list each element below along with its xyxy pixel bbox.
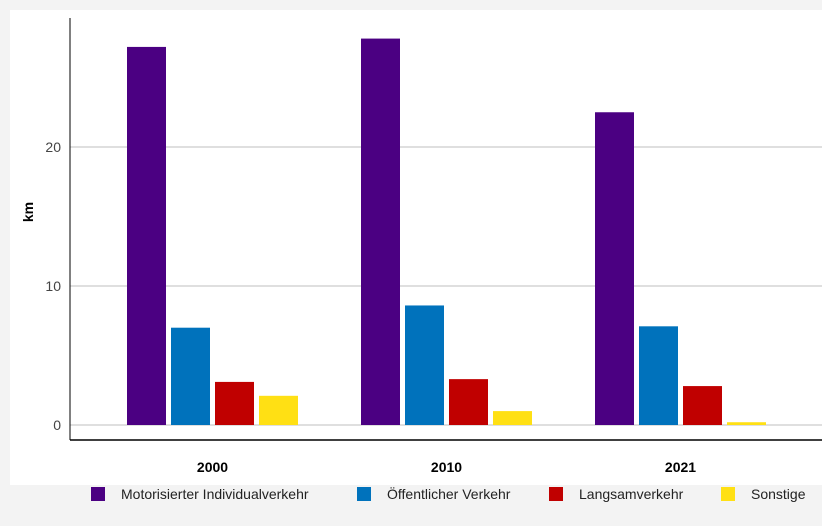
legend-swatch-4 <box>721 487 735 501</box>
legend-label-1: Motorisierter Individualverkehr <box>121 486 309 502</box>
bar-2021-4 <box>727 422 766 425</box>
legend-swatch-2 <box>357 487 371 501</box>
bar-2021-2 <box>639 326 678 425</box>
bar-2000-1 <box>127 46 166 426</box>
bar-2000-3 <box>215 381 254 425</box>
y-tick-label-20: 20 <box>45 139 61 155</box>
legend: Motorisierter Individualverkehr Öffentlic… <box>91 485 806 502</box>
x-tick-label-2021: 2021 <box>665 459 696 475</box>
legend-label-2: Öffentlicher Verkehr <box>387 485 511 502</box>
y-axis-ticks: 0 10 20 <box>45 139 61 433</box>
bar-2000-4 <box>259 395 298 425</box>
x-axis-labels: 2000 2010 2021 <box>197 459 696 475</box>
bars <box>127 38 766 426</box>
y-tick-label-10: 10 <box>45 278 61 294</box>
bar-2010-3 <box>449 379 488 425</box>
bar-2000-2 <box>171 327 210 425</box>
legend-swatch-1 <box>91 487 105 501</box>
x-tick-label-2010: 2010 <box>431 459 462 475</box>
legend-label-4: Sonstige <box>751 486 806 502</box>
bar-2010-2 <box>405 305 444 425</box>
legend-swatch-3 <box>549 487 563 501</box>
bar-2021-1 <box>595 112 634 425</box>
bar-2021-3 <box>683 386 722 425</box>
y-axis-title: km <box>20 202 36 222</box>
y-tick-label-0: 0 <box>53 417 61 433</box>
legend-label-3: Langsamverkehr <box>579 486 684 502</box>
bar-2010-4 <box>493 411 532 425</box>
x-tick-label-2000: 2000 <box>197 459 228 475</box>
bar-2010-1 <box>361 38 400 426</box>
